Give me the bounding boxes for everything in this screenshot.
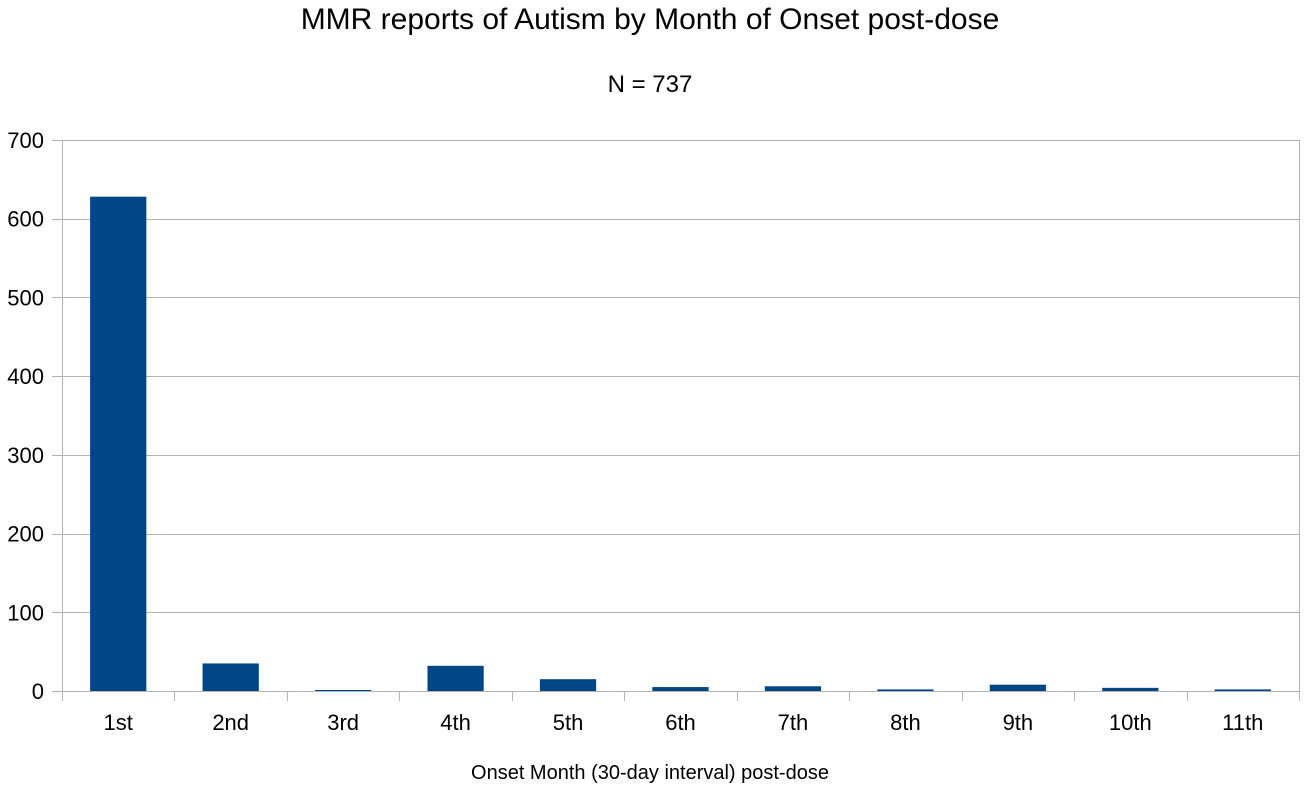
x-tick-label: 1st: [104, 710, 133, 735]
x-tick-label: 10th: [1109, 710, 1152, 735]
bar-7th: [764, 686, 822, 691]
chart-subtitle: N = 737: [607, 71, 693, 98]
y-tick-label: 100: [7, 600, 44, 625]
bar-1st: [90, 196, 147, 691]
y-tick-label: 700: [7, 128, 44, 153]
x-axis-title: Onset Month (30-day interval) post-dose: [471, 762, 829, 784]
y-tick-label: 600: [7, 207, 44, 232]
bar-3rd: [315, 690, 372, 691]
y-tick-label: 400: [7, 364, 44, 389]
bar-4th: [427, 665, 484, 691]
bar-6th: [652, 687, 709, 691]
y-tick-label: 200: [7, 522, 44, 547]
x-axis-tick-labels: 1st 2nd 3rd 4th 5th 6th 7th 8th 9th 10th 11th: [104, 710, 1264, 735]
chart-title: MMR reports of Autism by Month of Onset …: [300, 3, 1000, 36]
x-tick-label: 9th: [1003, 710, 1034, 735]
y-tick-label: 300: [7, 443, 44, 468]
y-tick-label: 500: [7, 285, 44, 310]
bar-2nd: [202, 663, 259, 691]
gridlines: [52, 140, 1299, 692]
y-tick-label: 0: [32, 679, 44, 704]
x-tick-label: 2nd: [212, 710, 249, 735]
x-tick-label: 11th: [1222, 710, 1263, 735]
bar-8th: [877, 689, 934, 691]
bar-11th: [1214, 689, 1271, 691]
x-tick-label: 6th: [665, 710, 696, 735]
bar-9th: [989, 684, 1046, 691]
bar-10th: [1102, 687, 1159, 691]
axes: [62, 140, 1300, 701]
x-tick-label: 7th: [778, 710, 809, 735]
x-tick-label: 3rd: [327, 710, 359, 735]
bar-5th: [539, 679, 597, 691]
x-tick-label: 4th: [440, 710, 471, 735]
x-tick-label: 8th: [890, 710, 921, 735]
bars: [90, 196, 1271, 691]
x-tick-label: 5th: [553, 710, 584, 735]
y-axis-tick-labels: 0 100 200 300 400 500 600 700: [7, 128, 44, 704]
